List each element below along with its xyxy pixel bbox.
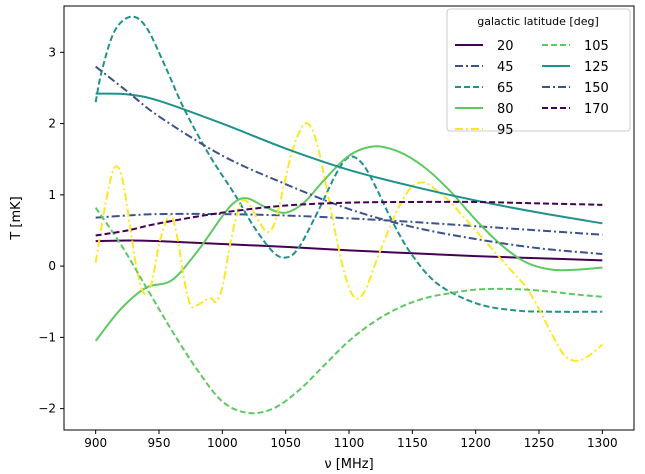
x-tick-label: 1300 (587, 436, 618, 450)
legend-label-95: 95 (497, 123, 514, 138)
series-line-170 (95, 200, 603, 237)
series-line-95 (94, 122, 603, 362)
series-layer (94, 15, 603, 415)
x-tick-label: 1200 (460, 436, 491, 450)
series-line-20 (95, 239, 603, 262)
y-tick-label: 2 (48, 117, 56, 131)
x-axis: 900 950 1000 1050 1100 1150 1200 1250 1300 (84, 430, 618, 450)
legend-label-45: 45 (497, 60, 514, 75)
x-tick-label: 1100 (334, 436, 365, 450)
legend-label-80: 80 (497, 102, 514, 117)
legend-label-125: 125 (584, 60, 609, 75)
legend-label-105: 105 (584, 39, 609, 54)
y-tick-label: 0 (48, 259, 56, 273)
series-line-80 (94, 145, 603, 342)
legend-label-65: 65 (497, 81, 514, 96)
x-tick-label: 1000 (207, 436, 238, 450)
y-tick-label: −1 (38, 330, 56, 344)
x-tick-label: 900 (84, 436, 107, 450)
series-line-125 (95, 92, 603, 225)
series-line-150 (95, 65, 603, 255)
series-line-45 (95, 212, 603, 236)
legend-box (446, 8, 631, 132)
x-tick-label: 1250 (524, 436, 555, 450)
y-tick-label: −2 (38, 402, 56, 416)
y-tick-label: 1 (48, 188, 56, 202)
y-tick-label: 3 (48, 45, 56, 59)
x-axis-label: ν [MHz] (324, 457, 373, 472)
series-line-105 (94, 207, 603, 415)
x-tick-label: 1150 (397, 436, 428, 450)
y-axis: −2 −1 0 1 2 3 (38, 45, 64, 416)
legend-label-20: 20 (497, 39, 514, 54)
legend-label-150: 150 (584, 81, 609, 96)
x-tick-label: 950 (148, 436, 171, 450)
y-axis-label: T [mK] (9, 196, 24, 240)
legend-label-170: 170 (584, 102, 609, 117)
x-tick-label: 1050 (270, 436, 301, 450)
legend: galactic latitude [deg] 20 45 65 80 95 105 125… (446, 8, 631, 138)
series-line-65 (94, 15, 603, 313)
legend-title: galactic latitude [deg] (477, 15, 599, 28)
